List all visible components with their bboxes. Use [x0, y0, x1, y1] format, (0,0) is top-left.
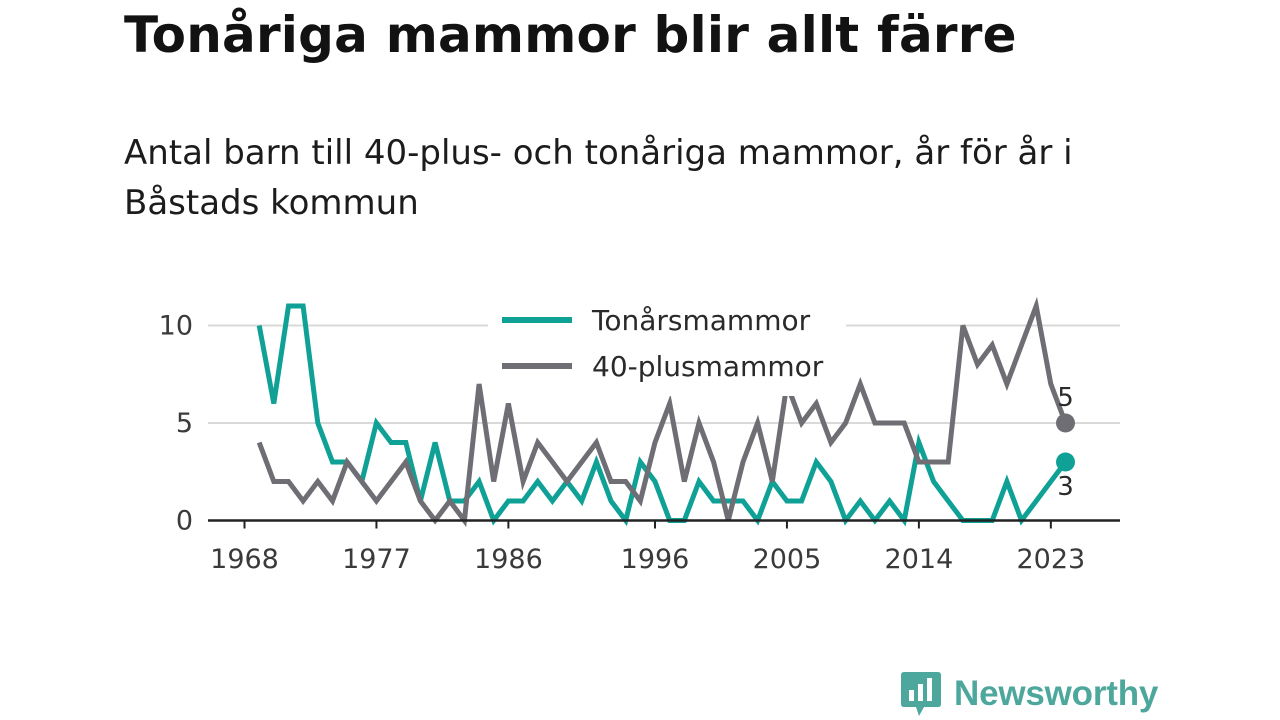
chart-subtitle: Antal barn till 40-plus- och tonåriga ma… [124, 133, 1073, 223]
y-tick-label: 10 [159, 311, 193, 342]
series-line-0 [256, 303, 1068, 527]
x-tick-label: 1977 [342, 544, 411, 575]
x-tick-label: 1986 [474, 544, 543, 575]
newsworthy-logo-icon [901, 672, 941, 716]
axis-layer: 0 5 10 1968 1977 1986 1996 2005 2014 2023 [159, 311, 1120, 575]
end-point-0 [1056, 452, 1075, 472]
x-tick-label: 2005 [753, 544, 822, 575]
x-tick-label: 2014 [885, 544, 954, 575]
x-tick-label: 2023 [1016, 544, 1085, 575]
series-line-1 [256, 296, 1068, 528]
legend: Tonårsmammor 40-plusmammor [488, 296, 846, 396]
x-tick-label: 1968 [210, 544, 279, 575]
legend-background [488, 296, 846, 396]
chart-title: Tonåriga mammor blir allt färre [124, 6, 1017, 64]
end-markers: 35 [1056, 383, 1075, 502]
legend-label-1: 40-plusmammor [592, 350, 824, 383]
end-label-1: 5 [1057, 383, 1074, 413]
y-tick-label: 0 [176, 506, 193, 537]
y-tick-label: 5 [176, 408, 193, 439]
brand-name: Newsworthy [954, 674, 1159, 713]
end-point-1 [1056, 413, 1075, 433]
series-layer [256, 296, 1068, 528]
legend-label-0: Tonårsmammor [591, 304, 811, 337]
end-label-0: 3 [1057, 472, 1074, 502]
x-tick-label: 1996 [621, 544, 690, 575]
brand-logo: Newsworthy [900, 670, 1158, 718]
